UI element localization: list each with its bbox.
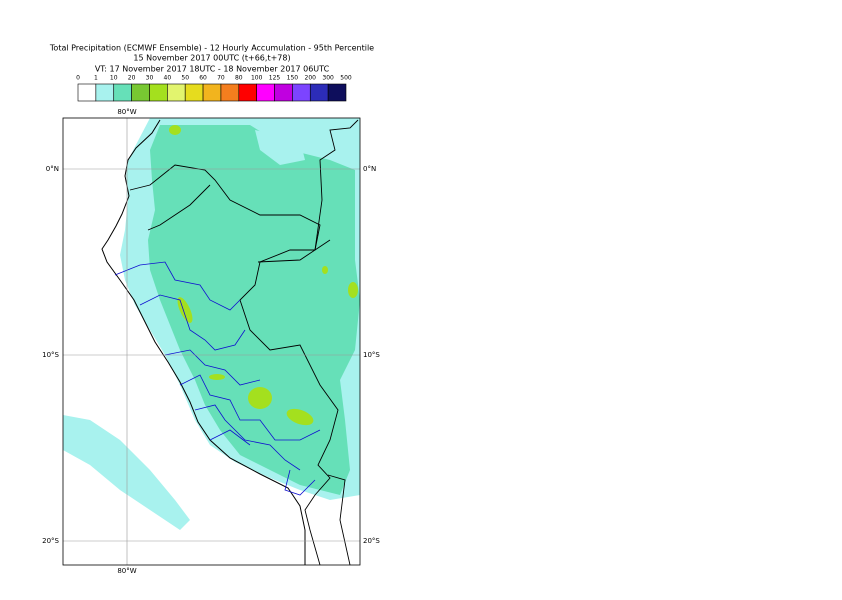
colorbar-label: 40 xyxy=(164,75,172,82)
colorbar-box xyxy=(256,83,275,102)
colorbar-box xyxy=(95,83,115,102)
colorbar-label: 50 xyxy=(181,75,189,82)
map xyxy=(63,118,360,565)
colorbar-label: 20 xyxy=(128,75,136,82)
colorbar-label: 100 xyxy=(251,75,263,82)
colorbar-box xyxy=(149,83,168,102)
lat-label: 10°S xyxy=(363,351,380,359)
lon-label: 80°W xyxy=(117,567,136,575)
precip-area xyxy=(148,125,360,495)
colorbar-label: 70 xyxy=(217,75,225,82)
colorbar-box xyxy=(220,83,240,102)
colorbar-label: 300 xyxy=(322,75,334,82)
precip-area xyxy=(255,130,305,165)
colorbar-label: 60 xyxy=(199,75,207,82)
colorbar-label: 1 xyxy=(94,75,98,82)
colorbar-box xyxy=(184,83,204,102)
colorbar-label: 150 xyxy=(287,75,299,82)
colorbar-box xyxy=(292,83,311,102)
colorbar-box xyxy=(113,83,132,102)
colorbar-box xyxy=(167,83,186,102)
colorbar-box xyxy=(309,83,329,102)
region-border xyxy=(114,261,321,496)
lat-label: 20°S xyxy=(42,537,59,545)
title-line: VT: 17 November 2017 18UTC - 18 November… xyxy=(95,65,330,74)
colorbar-box xyxy=(202,83,222,102)
colorbar-box xyxy=(238,83,257,102)
colorbar-label: 30 xyxy=(146,75,154,82)
country-border xyxy=(129,164,339,565)
colorbar-label: 500 xyxy=(340,75,352,82)
precip-spot xyxy=(348,282,358,298)
coastline xyxy=(101,119,306,565)
colorbar-box xyxy=(274,83,293,102)
lat-label: 0°N xyxy=(363,165,376,173)
lat-label: 10°S xyxy=(42,351,59,359)
colorbar-label: 10 xyxy=(110,75,118,82)
colorbar-label: 80 xyxy=(235,75,243,82)
colorbar: 0 1 10 20 30 40 50 60 70 80 100 125 150 200 300 500 xyxy=(76,75,352,102)
precip-spot xyxy=(209,374,225,380)
lon-label: 80°W xyxy=(117,108,136,116)
precip-area xyxy=(63,415,190,530)
precip-spot xyxy=(286,408,314,426)
country-border xyxy=(147,119,359,565)
colorbar-box xyxy=(77,83,97,102)
colorbar-box xyxy=(131,83,150,102)
precip-spot xyxy=(248,387,272,409)
colorbar-label: 0 xyxy=(76,75,80,82)
title-line: Total Precipitation (ECMWF Ensemble) - 1… xyxy=(49,44,374,53)
map-frame xyxy=(62,117,361,566)
lat-label: 20°S xyxy=(363,537,380,545)
colorbar-label: 200 xyxy=(305,75,317,82)
title-line: 15 November 2017 00UTC (t+66,t+78) xyxy=(133,54,290,63)
precip-spot xyxy=(169,125,181,135)
colorbar-box xyxy=(327,83,347,102)
colorbar-label: 125 xyxy=(269,75,281,82)
lat-label: 0°N xyxy=(46,165,59,173)
precip-spot xyxy=(322,266,328,274)
